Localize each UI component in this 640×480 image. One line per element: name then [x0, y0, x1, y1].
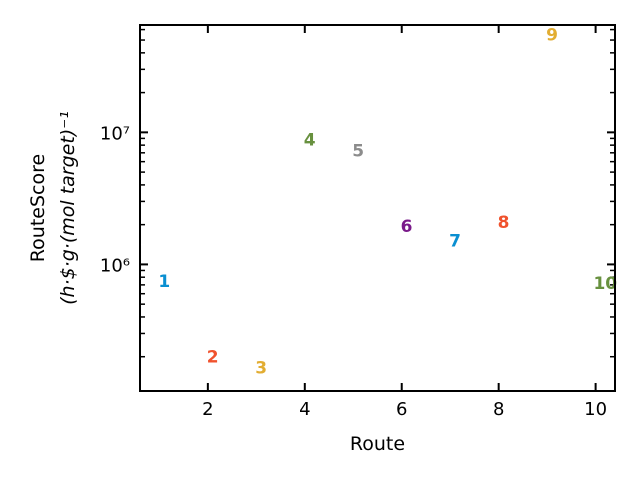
x-axis-label: Route: [350, 433, 405, 455]
data-point-route-4: 4: [304, 131, 316, 151]
data-points: 1 2 3 4 5 6 7 8 9 10: [158, 26, 617, 379]
data-point-route-6: 6: [401, 217, 413, 237]
data-point-route-8: 8: [498, 213, 510, 233]
y-axis-label-line2: (h·$·g·(mol target)⁻¹: [57, 111, 79, 305]
data-point-route-1: 1: [158, 272, 170, 292]
axis-ticks: [140, 25, 615, 391]
x-tick-label: 8: [493, 399, 504, 420]
data-point-route-9: 9: [546, 26, 558, 46]
data-point-route-7: 7: [449, 231, 461, 251]
y-axis-label-line1: RouteScore: [27, 154, 49, 262]
tick-labels: 2 4 6 8 10 10⁶ 10⁷: [100, 123, 607, 420]
x-tick-label: 6: [396, 399, 407, 420]
plot-frame: [139, 24, 616, 392]
x-tick-label: 2: [202, 399, 213, 420]
data-point-route-5: 5: [352, 141, 364, 161]
data-point-route-3: 3: [255, 359, 267, 379]
x-tick-label: 10: [584, 399, 607, 420]
y-tick-label: 10⁶: [100, 255, 130, 276]
y-axis-label-group: RouteScore (h·$·g·(mol target)⁻¹: [27, 111, 79, 305]
y-tick-label: 10⁷: [100, 123, 130, 144]
x-tick-label: 4: [299, 399, 310, 420]
data-point-route-2: 2: [207, 348, 219, 368]
data-point-route-10: 10: [593, 274, 617, 294]
